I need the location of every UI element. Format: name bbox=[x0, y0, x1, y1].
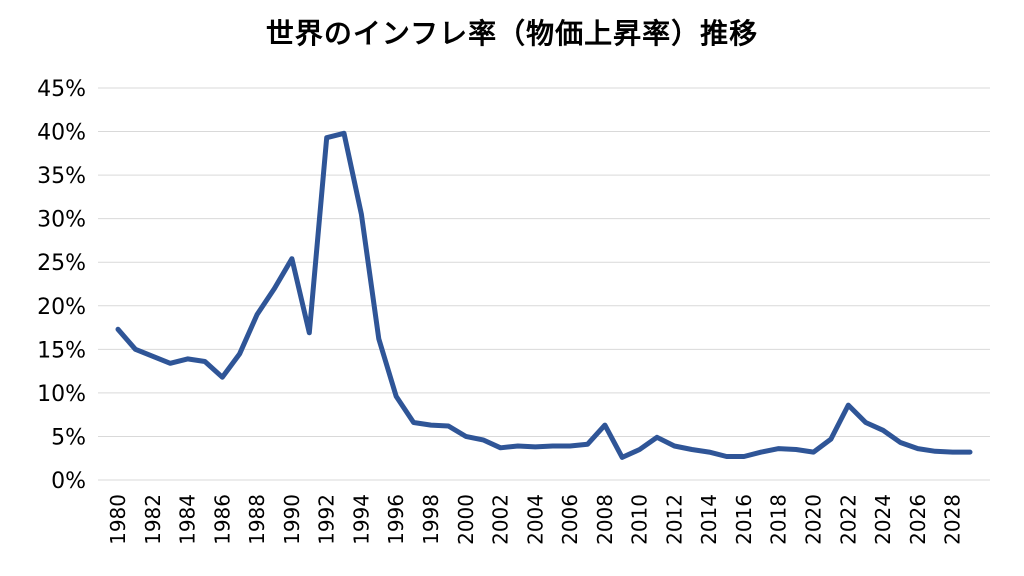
x-tick-label: 2006 bbox=[558, 494, 582, 545]
y-tick-label: 30% bbox=[37, 208, 86, 233]
x-tick-label: 2028 bbox=[941, 494, 965, 545]
y-tick-label: 25% bbox=[37, 251, 86, 276]
x-tick-label: 2018 bbox=[767, 494, 791, 545]
x-tick-label: 2004 bbox=[523, 494, 547, 545]
series-line-0 bbox=[115, 130, 973, 460]
x-tick-label: 2002 bbox=[489, 494, 513, 545]
x-tick-label: 2012 bbox=[662, 494, 686, 545]
x-axis-ticks: 1980 1982 1984 1986 1988 1990 1992 1994 1996 1998… bbox=[106, 494, 965, 545]
x-tick-label: 1982 bbox=[141, 494, 165, 545]
x-tick-label: 1992 bbox=[315, 494, 339, 545]
x-tick-label: 2008 bbox=[593, 494, 617, 545]
x-tick-label: 2010 bbox=[628, 494, 652, 545]
y-tick-label: 45% bbox=[37, 77, 86, 102]
y-axis-ticks: 0% 5% 10% 15% 20% 25% 30% 35% 40% 45% bbox=[37, 77, 86, 494]
gridlines bbox=[98, 87, 990, 481]
x-tick-label: 2022 bbox=[836, 494, 860, 545]
y-tick-label: 40% bbox=[37, 121, 86, 146]
x-tick-label: 2026 bbox=[906, 494, 930, 545]
x-tick-label: 1984 bbox=[176, 494, 200, 545]
y-tick-label: 10% bbox=[37, 382, 86, 407]
x-tick-label: 1994 bbox=[349, 494, 373, 545]
x-tick-label: 2024 bbox=[871, 494, 895, 545]
y-tick-label: 20% bbox=[37, 295, 86, 320]
x-tick-label: 1980 bbox=[106, 494, 130, 545]
x-tick-label: 2014 bbox=[697, 494, 721, 545]
x-tick-label: 1988 bbox=[245, 494, 269, 545]
x-tick-label: 1990 bbox=[280, 494, 304, 545]
chart-title: 世界のインフレ率（物価上昇率）推移 bbox=[265, 17, 759, 50]
y-tick-label: 35% bbox=[37, 164, 86, 189]
y-tick-label: 0% bbox=[51, 469, 86, 494]
x-tick-label: 2000 bbox=[454, 494, 478, 545]
x-tick-label: 2016 bbox=[732, 494, 756, 545]
x-tick-label: 2020 bbox=[802, 494, 826, 545]
x-tick-label: 1986 bbox=[210, 494, 234, 545]
series-layer bbox=[115, 130, 973, 460]
y-tick-label: 5% bbox=[51, 425, 86, 450]
y-tick-label: 15% bbox=[37, 338, 86, 363]
x-tick-label: 1998 bbox=[419, 494, 443, 545]
x-tick-label: 1996 bbox=[384, 494, 408, 545]
